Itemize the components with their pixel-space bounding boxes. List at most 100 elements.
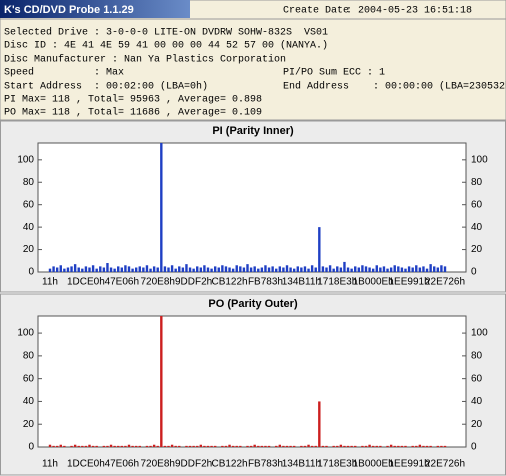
bar xyxy=(59,265,62,272)
bar xyxy=(106,445,109,447)
bar xyxy=(131,445,134,447)
bar xyxy=(364,266,368,272)
x-tick-label: 47E06h xyxy=(105,459,139,470)
bar xyxy=(318,401,321,447)
y2-tick-label: 100 xyxy=(471,154,488,165)
bar xyxy=(221,445,224,447)
bar xyxy=(138,445,141,447)
bar xyxy=(48,444,52,447)
bar xyxy=(77,445,80,447)
x-tick-label: 11h xyxy=(42,277,58,288)
bar xyxy=(397,266,400,272)
bar xyxy=(393,265,396,272)
bar xyxy=(52,445,55,447)
bar xyxy=(188,445,192,447)
title-bar xyxy=(0,0,190,18)
bar xyxy=(163,266,167,272)
bar xyxy=(253,444,256,447)
bar xyxy=(285,445,289,447)
bar xyxy=(253,266,256,272)
bar xyxy=(321,266,325,272)
bar xyxy=(228,267,231,272)
bar xyxy=(407,266,411,272)
bar xyxy=(314,445,317,447)
info-line: PI/PO Sum ECC : 1 xyxy=(283,67,385,79)
y-tick-label: 20 xyxy=(23,244,35,255)
bar xyxy=(371,268,375,272)
bar xyxy=(206,445,210,447)
bar xyxy=(443,445,447,447)
bar xyxy=(382,266,386,272)
bar xyxy=(339,444,343,447)
bar xyxy=(73,264,77,272)
bar xyxy=(249,267,253,272)
bar xyxy=(425,268,429,272)
x-tick-label: 9DDF2h xyxy=(175,459,212,470)
bar xyxy=(314,267,317,272)
bar xyxy=(418,444,422,447)
bar xyxy=(303,445,307,447)
bar xyxy=(264,445,267,447)
bar xyxy=(440,265,443,272)
bar xyxy=(138,266,141,272)
y2-tick-label: 20 xyxy=(471,244,483,255)
y-tick-label: 0 xyxy=(28,267,34,278)
bar xyxy=(368,444,371,447)
y2-tick-label: 0 xyxy=(471,267,477,278)
bar xyxy=(415,265,418,272)
bar xyxy=(267,445,271,447)
bar xyxy=(142,267,145,272)
bar xyxy=(292,268,296,272)
bar xyxy=(328,265,332,272)
bar xyxy=(81,268,84,272)
bar xyxy=(379,445,382,447)
bar xyxy=(185,264,188,272)
bar xyxy=(63,268,66,272)
bar xyxy=(289,445,292,447)
x-tick-label: 720E8h xyxy=(140,459,174,470)
bar xyxy=(389,444,393,447)
create-date-label: Create Date xyxy=(283,6,349,17)
bar xyxy=(84,266,88,272)
bar xyxy=(354,445,357,447)
plot-area xyxy=(37,142,467,273)
bar xyxy=(343,261,346,272)
bar xyxy=(160,316,163,447)
bar xyxy=(422,445,425,447)
bar xyxy=(436,445,440,447)
bar xyxy=(224,266,228,272)
bar xyxy=(379,267,382,272)
bar xyxy=(275,445,278,447)
bar xyxy=(411,267,414,272)
x-tick-label: 1718E3h xyxy=(317,459,357,470)
bar xyxy=(156,445,159,447)
plot-area xyxy=(37,315,467,448)
bar xyxy=(73,444,77,447)
bar xyxy=(63,445,66,447)
y-tick-label: 0 xyxy=(28,442,34,453)
bar xyxy=(429,264,432,272)
bar xyxy=(310,445,314,447)
bar xyxy=(228,444,231,447)
bar xyxy=(52,266,55,272)
bar xyxy=(99,266,102,272)
x-tick-label: 134B11h xyxy=(282,277,321,288)
bar xyxy=(170,444,174,447)
bar xyxy=(260,445,264,447)
x-tick-label: 11h xyxy=(42,459,58,470)
bar xyxy=(440,445,443,447)
bar xyxy=(300,267,303,272)
bar xyxy=(113,268,116,272)
bar xyxy=(346,445,350,447)
bar xyxy=(336,266,339,272)
bar xyxy=(88,267,91,272)
series xyxy=(48,316,447,447)
bar xyxy=(371,445,375,447)
bar xyxy=(289,267,292,272)
chart-title: PI (Parity Inner) xyxy=(212,125,294,137)
bar xyxy=(48,268,52,272)
bar xyxy=(152,444,156,447)
bar xyxy=(433,266,436,272)
bar xyxy=(55,267,59,272)
bar xyxy=(192,445,195,447)
